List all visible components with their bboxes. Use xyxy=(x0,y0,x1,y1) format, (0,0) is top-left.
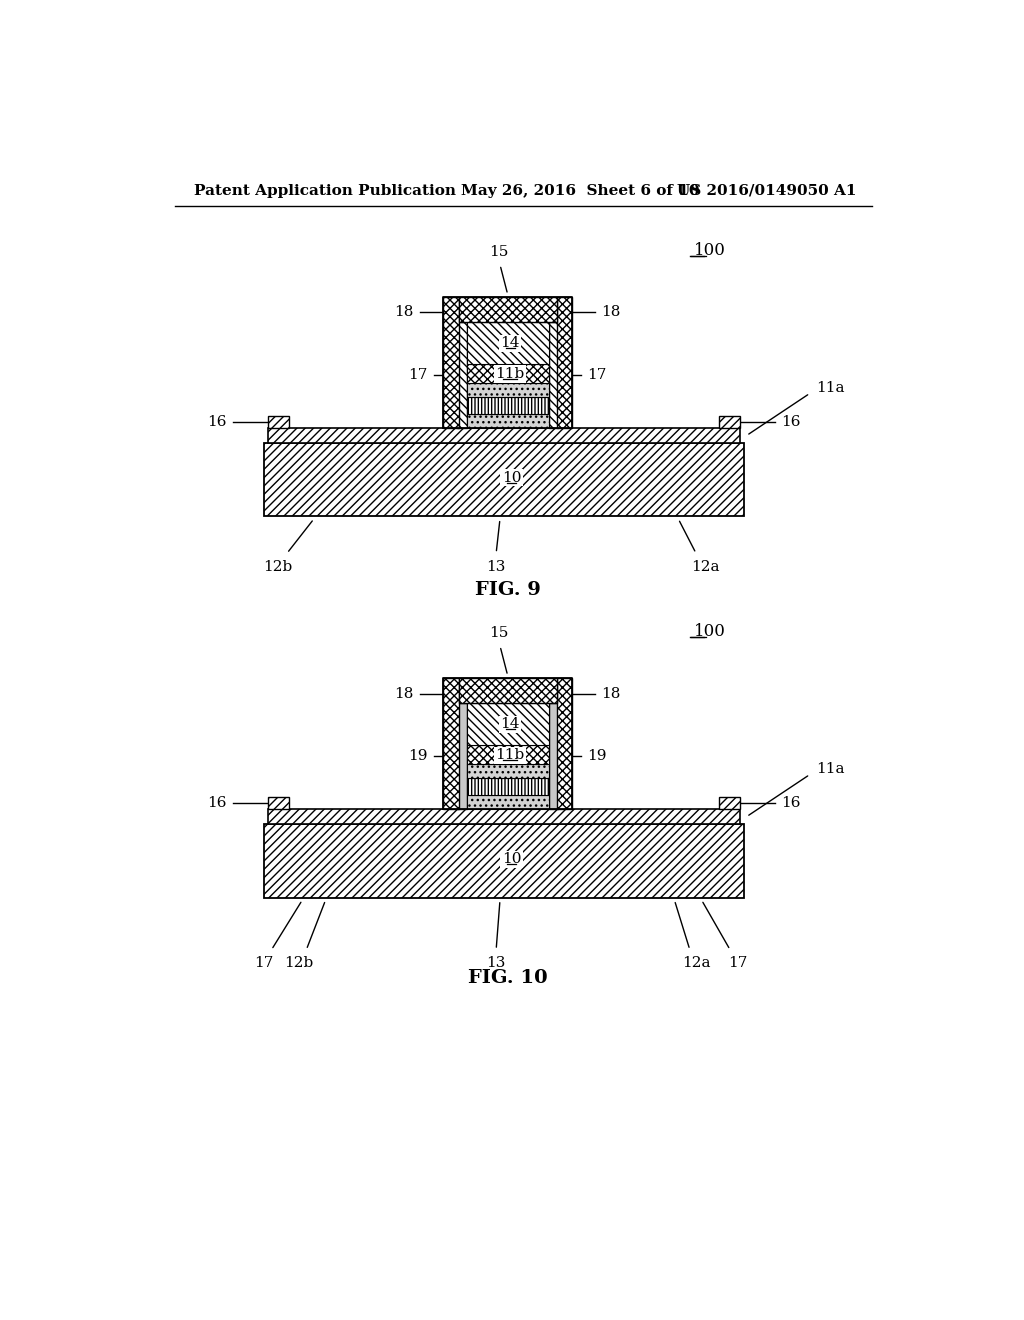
Text: 17: 17 xyxy=(728,956,748,970)
Bar xyxy=(719,416,740,428)
Bar xyxy=(443,678,459,809)
Bar xyxy=(263,444,744,516)
Text: 12a: 12a xyxy=(682,956,711,970)
Text: 12b: 12b xyxy=(284,956,313,970)
Bar xyxy=(467,414,549,428)
Text: 15: 15 xyxy=(488,244,508,259)
Bar xyxy=(557,678,572,809)
Text: 16: 16 xyxy=(781,414,801,429)
Text: 10: 10 xyxy=(502,853,521,866)
Text: 11a: 11a xyxy=(816,381,845,395)
Text: 17: 17 xyxy=(588,368,607,381)
Bar xyxy=(467,795,549,809)
Text: 16: 16 xyxy=(207,414,226,429)
Bar xyxy=(467,764,549,779)
Bar xyxy=(467,383,549,397)
Bar xyxy=(467,779,549,795)
Bar xyxy=(267,416,289,428)
Text: 17: 17 xyxy=(254,956,273,970)
Bar xyxy=(467,744,549,764)
Bar xyxy=(459,678,557,702)
Text: 100: 100 xyxy=(693,623,726,640)
Text: 16: 16 xyxy=(207,796,226,810)
Text: 100: 100 xyxy=(693,243,726,259)
Text: 12b: 12b xyxy=(263,560,292,574)
Text: 18: 18 xyxy=(601,686,621,701)
Text: 18: 18 xyxy=(394,686,414,701)
Bar xyxy=(267,809,740,825)
Bar xyxy=(549,322,558,428)
Text: 18: 18 xyxy=(394,305,414,319)
Bar xyxy=(263,825,744,898)
Bar xyxy=(557,297,572,428)
Bar xyxy=(467,702,549,744)
Text: 12a: 12a xyxy=(691,560,720,574)
Text: FIG. 10: FIG. 10 xyxy=(468,969,548,987)
Text: US 2016/0149050 A1: US 2016/0149050 A1 xyxy=(677,183,856,198)
Text: 19: 19 xyxy=(588,748,607,763)
Bar xyxy=(549,702,558,809)
Bar xyxy=(267,797,289,809)
Text: 14: 14 xyxy=(501,337,520,350)
Text: 14: 14 xyxy=(501,717,520,731)
Text: May 26, 2016  Sheet 6 of 10: May 26, 2016 Sheet 6 of 10 xyxy=(461,183,699,198)
Bar xyxy=(458,322,467,428)
Bar xyxy=(459,297,557,322)
Text: 13: 13 xyxy=(486,560,506,574)
Text: 11b: 11b xyxy=(496,367,524,381)
Bar xyxy=(458,702,467,809)
Bar xyxy=(467,364,549,383)
Text: FIG. 9: FIG. 9 xyxy=(475,581,541,598)
Bar xyxy=(467,322,549,364)
Text: 17: 17 xyxy=(409,368,428,381)
Text: 18: 18 xyxy=(601,305,621,319)
Text: Patent Application Publication: Patent Application Publication xyxy=(194,183,456,198)
Text: 13: 13 xyxy=(486,956,506,970)
Text: 10: 10 xyxy=(502,471,521,484)
Bar xyxy=(719,797,740,809)
Text: 11b: 11b xyxy=(496,748,524,762)
Bar xyxy=(467,397,549,414)
Bar xyxy=(267,428,740,444)
Text: 15: 15 xyxy=(488,626,508,640)
Text: 19: 19 xyxy=(409,748,428,763)
Text: 11a: 11a xyxy=(816,762,845,776)
Text: 16: 16 xyxy=(781,796,801,810)
Bar xyxy=(443,297,459,428)
